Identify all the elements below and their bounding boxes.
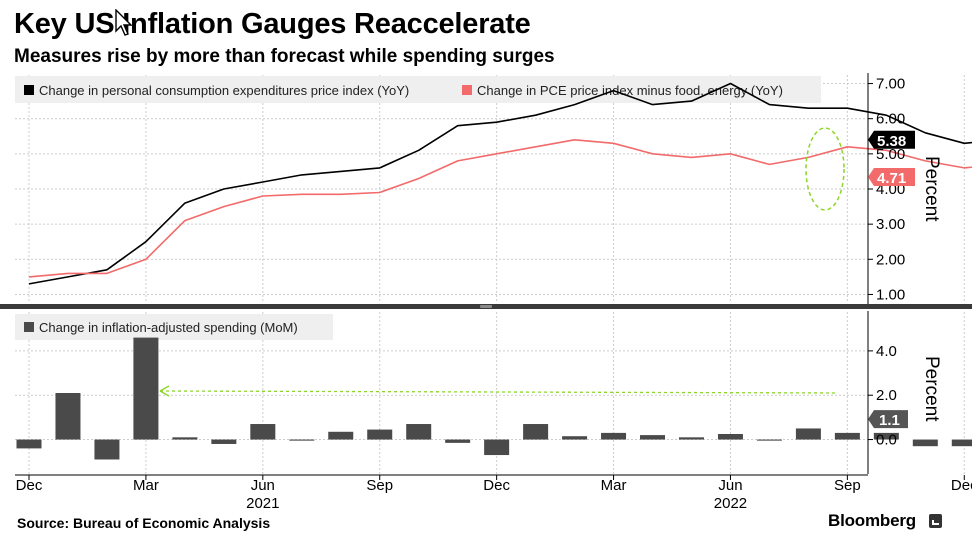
spending-bar[interactable] [289,439,315,441]
top-y-tick-label: 3.00 [876,216,905,233]
spending-bar[interactable] [133,337,159,440]
spending-bar[interactable] [951,439,972,447]
core-last-value-label: 4.71 [877,170,906,187]
gridlines [15,75,965,474]
top-y-axis-title: Percent [921,156,942,222]
spending-last-value-tag [868,410,908,429]
spending-bar[interactable] [640,435,666,440]
core-last-value-tag [868,168,915,186]
chart-subtitle: Measures rise by more than forecast whil… [14,46,555,67]
bottom-y-axis-title: Percent [921,356,942,422]
spending-bar[interactable] [562,436,588,440]
highlight-arrow-line [159,390,839,394]
spending-bar[interactable] [601,432,627,440]
divider-handle[interactable] [480,305,492,308]
core-pce-line[interactable] [28,139,972,278]
x-month-label: Mar [601,477,627,494]
headline-pce-line[interactable] [28,82,972,285]
x-month-label: Jun [718,477,742,494]
spending-bar[interactable] [172,437,198,440]
x-month-label: Mar [133,477,159,494]
spending-bar[interactable] [211,439,237,444]
top-y-tick-label: 1.00 [876,286,905,303]
spending-bar[interactable] [873,432,899,440]
spending-last-value-label: 1.1 [879,412,900,429]
spending-bar[interactable] [250,424,276,440]
bar-series [16,337,972,460]
spending-bar[interactable] [484,439,510,456]
bloomberg-chart-icon [929,514,942,528]
spending-bar[interactable] [523,424,549,440]
highlight-arrow-head [159,385,170,397]
legend-label-headline: Change in personal consumption expenditu… [39,83,409,98]
headline-last-value-label: 5.38 [877,133,906,150]
x-month-label: Dec [16,477,43,494]
legend-swatch-core [462,85,472,95]
source-note: Source: Bureau of Economic Analysis [17,515,271,531]
brand-logo: Bloomberg [828,511,916,530]
spending-bar[interactable] [16,439,42,449]
highlight-ellipse [805,127,845,211]
spending-bar[interactable] [795,428,821,440]
bottom-legend-box [15,314,333,340]
spending-bar[interactable] [756,439,782,441]
top-y-tick-label: 5.00 [876,146,905,163]
top-y-tick-label: 2.00 [876,251,905,268]
spending-bar[interactable] [328,431,354,440]
x-month-label: Jun [251,477,275,494]
legend-label-spending: Change in inflation-adjusted spending (M… [39,320,298,335]
chart-title: Key US Inflation Gauges Reaccelerate [14,8,531,40]
x-month-label: Sep [366,477,393,494]
spending-bar[interactable] [94,439,120,460]
spending-bar[interactable] [406,424,432,440]
spending-bar[interactable] [445,439,471,443]
spending-bar[interactable] [55,393,81,440]
spending-bar[interactable] [834,432,860,440]
spending-bar[interactable] [678,437,704,440]
top-y-tick-label: 7.00 [876,76,905,93]
top-legend-box [15,76,821,103]
legend-swatch-spending [24,322,34,332]
mouse-cursor-icon [115,9,133,36]
axes: 7.006.005.004.003.002.001.005.384.714.02… [15,73,972,512]
legend-swatch-headline [24,85,34,95]
top-y-tick-label: 6.00 [876,111,905,128]
headline-last-value-tag [868,130,915,149]
spending-bar[interactable] [912,439,938,447]
x-month-label: Sep [834,477,861,494]
x-year-label: 2021 [246,495,279,512]
bottom-y-tick-label: 2.0 [876,387,897,404]
bottom-y-tick-label: 0.0 [876,432,897,449]
line-series [28,82,972,285]
spending-bar[interactable] [367,429,393,440]
spending-bar[interactable] [717,434,743,440]
x-month-label: Dec [483,477,510,494]
x-year-label: 2022 [714,495,747,512]
x-month-label: Dec [951,477,972,494]
bottom-y-tick-label: 4.0 [876,343,897,360]
